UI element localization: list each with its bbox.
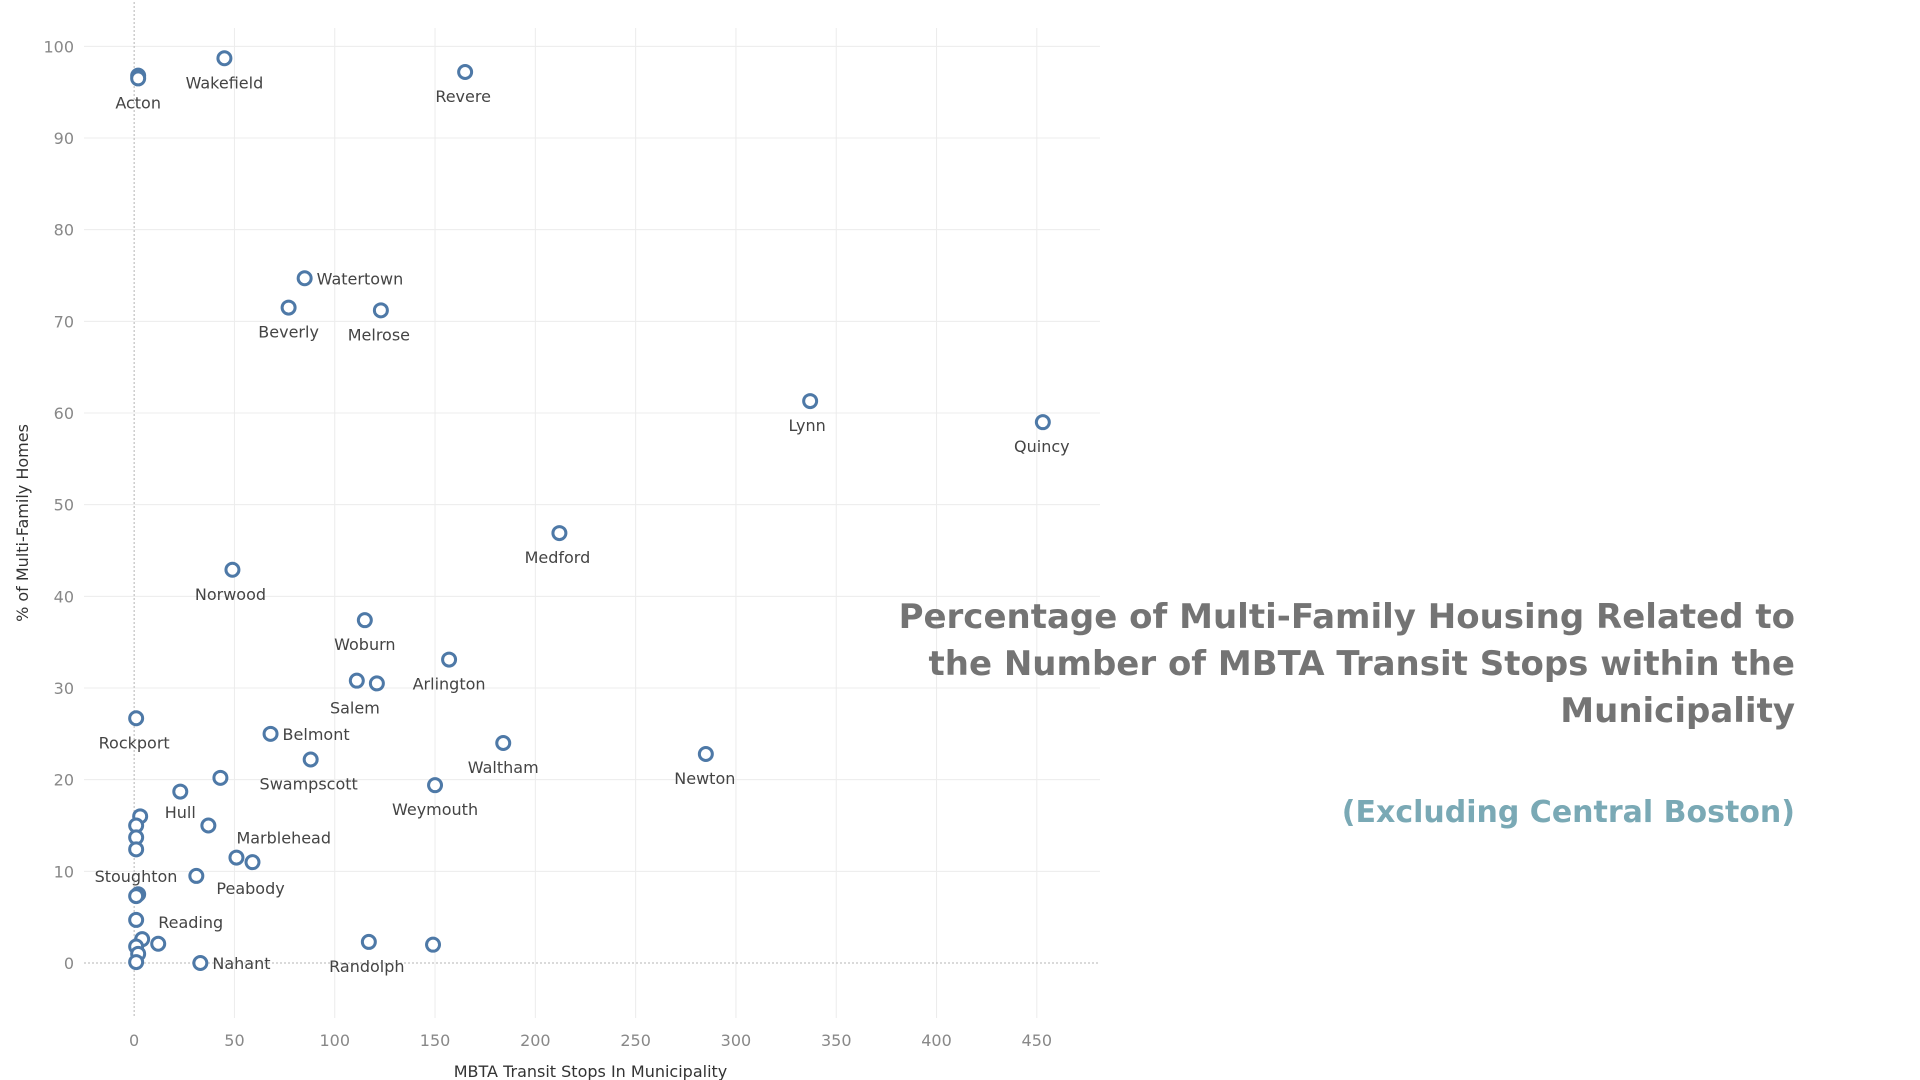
y-tick-label: 80	[54, 221, 74, 240]
data-point	[427, 777, 444, 794]
x-tick-label: 200	[520, 1031, 551, 1050]
x-tick-label: 250	[620, 1031, 651, 1050]
y-tick-label: 40	[54, 587, 74, 606]
data-point	[212, 769, 229, 786]
x-tick-label: 450	[1022, 1031, 1053, 1050]
data-point	[302, 751, 319, 768]
point-label: Beverly	[258, 323, 319, 342]
y-tick-label: 50	[54, 496, 74, 515]
y-tick-label: 10	[54, 862, 74, 881]
data-point	[128, 710, 145, 727]
data-point	[348, 672, 365, 689]
data-point	[697, 746, 714, 762]
data-point	[172, 783, 189, 800]
point-label: Hull	[165, 803, 196, 822]
point-label: Marblehead	[236, 828, 331, 847]
data-point	[360, 933, 377, 950]
chart-subtitle: (Excluding Central Boston)	[1341, 795, 1795, 830]
data-point	[192, 955, 209, 971]
zero-reference-lines	[84, 2, 1100, 1018]
data-point	[280, 299, 297, 316]
point-label: Newton	[674, 769, 735, 788]
data-point	[441, 651, 458, 668]
x-tick-label: 350	[821, 1031, 852, 1050]
point-label: Salem	[330, 698, 380, 717]
point-label: Belmont	[283, 725, 350, 744]
chart-title-block: Percentage of Multi-Family Housing Relat…	[875, 594, 1795, 830]
point-label: Randolph	[329, 957, 404, 976]
data-point	[457, 64, 474, 80]
data-point	[551, 525, 568, 542]
data-point	[130, 70, 147, 87]
point-label: Acton	[115, 93, 161, 112]
y-tick-label: 90	[54, 129, 74, 148]
x-tick-label: 50	[224, 1031, 244, 1050]
data-point	[802, 393, 819, 410]
point-label: Woburn	[334, 635, 395, 654]
gridlines	[84, 28, 1100, 1018]
point-label: Norwood	[195, 585, 266, 604]
data-points	[128, 50, 1051, 971]
data-point	[356, 612, 373, 629]
y-tick-label: 70	[54, 312, 74, 331]
x-axis-title: MBTA Transit Stops In Municipality	[454, 1062, 728, 1080]
data-point	[425, 936, 442, 953]
data-point	[224, 561, 241, 578]
y-tick-label: 60	[54, 404, 74, 423]
x-tick-label: 100	[319, 1031, 350, 1050]
data-point	[296, 270, 313, 287]
point-labels: Acton Wakefield Revere Watertown Beverly Melr…	[95, 73, 1070, 976]
data-point	[244, 854, 261, 871]
y-tick-label: 0	[64, 954, 74, 973]
point-label: Melrose	[348, 325, 410, 344]
chart-title: Percentage of Multi-Family Housing Relat…	[898, 597, 1795, 731]
x-tick-label: 0	[129, 1031, 139, 1050]
data-point	[188, 867, 205, 884]
data-point	[495, 735, 512, 751]
point-label: Weymouth	[392, 800, 478, 819]
point-label: Reading	[158, 913, 223, 932]
point-label: Rockport	[99, 733, 170, 752]
point-label: Stoughton	[95, 867, 178, 886]
data-point	[128, 954, 145, 971]
x-tick-label: 150	[420, 1031, 451, 1050]
point-label: Wakefield	[186, 73, 264, 92]
x-tick-label: 400	[921, 1031, 952, 1050]
data-point	[128, 888, 145, 905]
point-label: Waltham	[468, 758, 539, 777]
data-point	[216, 50, 233, 67]
point-label: Medford	[525, 548, 591, 567]
point-label: Revere	[435, 87, 491, 106]
data-point	[128, 911, 145, 928]
y-tick-label: 20	[54, 771, 74, 790]
point-label: Peabody	[216, 879, 284, 898]
point-label: Watertown	[317, 269, 404, 288]
point-label: Swampscott	[260, 775, 358, 794]
tick-labels: 0 50 100 150 200 250 300 350 400 450 0 10 20 30 40 50 60…	[43, 37, 1052, 1050]
y-tick-label: 100	[43, 37, 74, 56]
x-tick-label: 300	[721, 1031, 752, 1050]
y-tick-label: 30	[54, 679, 74, 698]
data-point	[372, 302, 389, 319]
data-point	[1034, 414, 1051, 431]
point-label: Arlington	[413, 675, 486, 694]
data-point	[228, 849, 245, 866]
data-point	[128, 841, 145, 858]
point-label: Quincy	[1014, 437, 1070, 456]
data-point	[200, 817, 217, 834]
data-point	[262, 725, 279, 742]
y-axis-title: % of Multi-Family Homes	[13, 424, 32, 622]
data-point	[150, 935, 167, 952]
point-label: Lynn	[789, 416, 826, 435]
point-label: Nahant	[212, 954, 270, 973]
data-point	[368, 675, 385, 692]
